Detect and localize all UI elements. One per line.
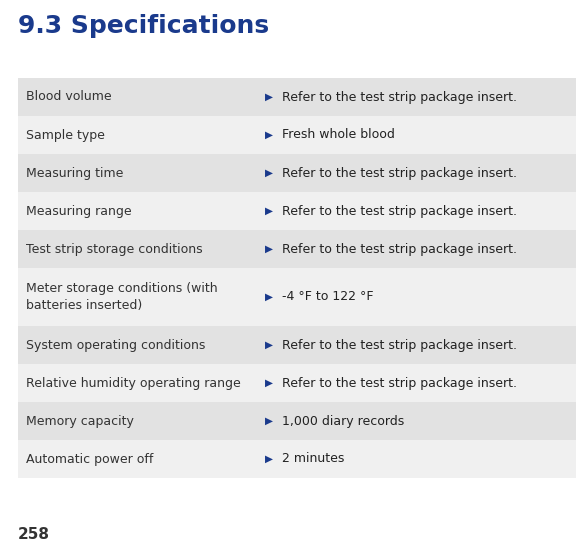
Bar — [18, 440, 576, 478]
Text: -4 °F to 122 °F: -4 °F to 122 °F — [278, 290, 373, 304]
Text: 258: 258 — [18, 527, 50, 542]
Text: ▶: ▶ — [265, 206, 273, 216]
Text: Automatic power off: Automatic power off — [26, 453, 153, 465]
Text: ▶: ▶ — [265, 168, 273, 178]
Text: ▶: ▶ — [265, 454, 273, 464]
Text: 9.3 Specifications: 9.3 Specifications — [18, 14, 269, 38]
Text: 1,000 diary records: 1,000 diary records — [278, 415, 404, 428]
Text: 2 minutes: 2 minutes — [278, 453, 344, 465]
Text: ▶: ▶ — [265, 244, 273, 254]
Bar — [18, 402, 576, 440]
Bar — [18, 116, 576, 154]
Text: Sample type: Sample type — [26, 128, 105, 141]
Text: Measuring time: Measuring time — [26, 166, 123, 180]
Bar — [18, 268, 576, 326]
Text: Meter storage conditions (with
batteries inserted): Meter storage conditions (with batteries… — [26, 282, 218, 312]
Bar — [18, 154, 576, 192]
Bar — [18, 326, 576, 364]
Text: ▶: ▶ — [265, 292, 273, 302]
Text: Refer to the test strip package insert.: Refer to the test strip package insert. — [278, 242, 517, 256]
Text: Measuring range: Measuring range — [26, 205, 132, 217]
Text: System operating conditions: System operating conditions — [26, 339, 205, 351]
Text: ▶: ▶ — [265, 378, 273, 388]
Text: Fresh whole blood: Fresh whole blood — [278, 128, 395, 141]
Text: Refer to the test strip package insert.: Refer to the test strip package insert. — [278, 91, 517, 103]
Text: Blood volume: Blood volume — [26, 91, 112, 103]
Text: ▶: ▶ — [265, 416, 273, 426]
Text: ▶: ▶ — [265, 340, 273, 350]
Text: Refer to the test strip package insert.: Refer to the test strip package insert. — [278, 205, 517, 217]
Text: ▶: ▶ — [265, 92, 273, 102]
Text: Test strip storage conditions: Test strip storage conditions — [26, 242, 203, 256]
Bar — [18, 364, 576, 402]
Bar — [18, 230, 576, 268]
Bar — [18, 192, 576, 230]
Text: Refer to the test strip package insert.: Refer to the test strip package insert. — [278, 166, 517, 180]
Text: ▶: ▶ — [265, 130, 273, 140]
Bar — [18, 78, 576, 116]
Text: Refer to the test strip package insert.: Refer to the test strip package insert. — [278, 376, 517, 390]
Text: Relative humidity operating range: Relative humidity operating range — [26, 376, 240, 390]
Text: Memory capacity: Memory capacity — [26, 415, 134, 428]
Text: Refer to the test strip package insert.: Refer to the test strip package insert. — [278, 339, 517, 351]
